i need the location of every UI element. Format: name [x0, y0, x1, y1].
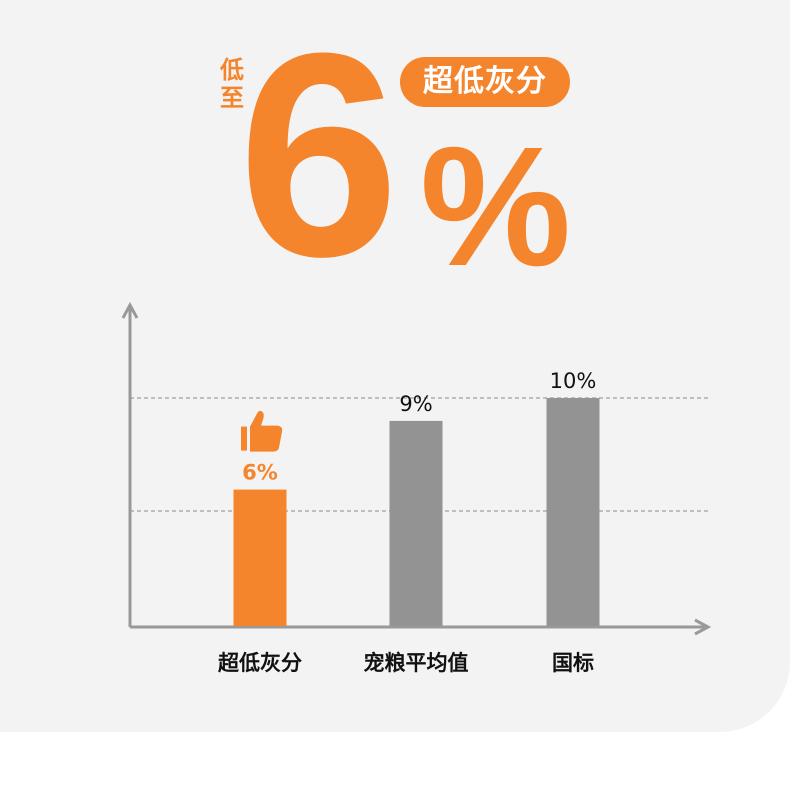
x-axis-arrow-icon — [694, 618, 712, 636]
headline-value: 6 — [238, 0, 400, 317]
bar — [233, 489, 287, 626]
thumbs-up-icon — [241, 410, 283, 452]
prefix-label: 低至 — [220, 56, 244, 112]
data-label: 10% — [550, 369, 597, 393]
category-label: 宠粮平均值 — [364, 651, 469, 675]
data-label: 6% — [242, 461, 278, 485]
bar — [389, 420, 443, 626]
headline-badge: 超低灰分 — [400, 57, 570, 107]
category-label: 国标 — [552, 651, 594, 675]
headline-unit: % — [420, 112, 572, 302]
y-axis-arrow-icon — [121, 301, 139, 319]
category-label: 超低灰分 — [218, 651, 302, 675]
bar — [546, 398, 600, 626]
data-label: 9% — [399, 392, 432, 416]
